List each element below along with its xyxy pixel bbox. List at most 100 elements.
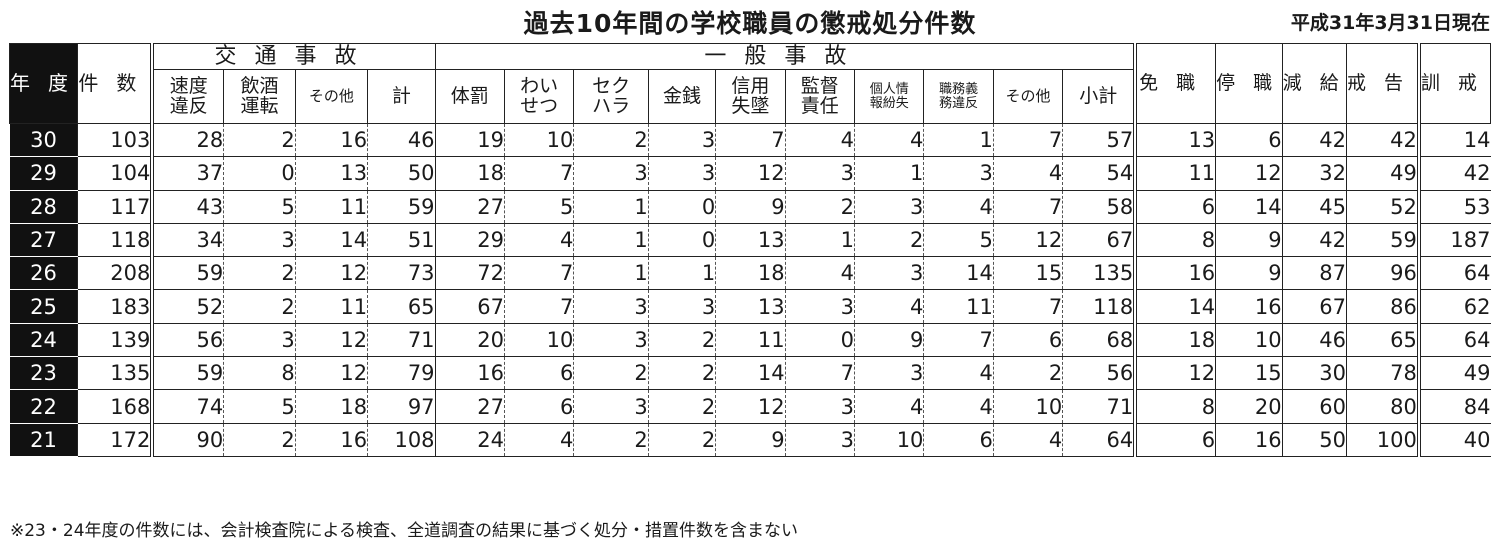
general-cell: 3: [784, 156, 855, 191]
count-cell: 172: [77, 423, 153, 457]
general-cell: 2: [647, 323, 716, 358]
general-cell: 4: [784, 256, 855, 291]
traffic-cell: 43: [150, 190, 224, 224]
col-traffic-other: その他: [294, 69, 369, 124]
punishment-cell: 59: [1345, 223, 1419, 258]
traffic-cell: 52: [150, 289, 224, 324]
table-row: 23 135 59 8 12 79 16 6 2 2 14 7 3 4 2 56 12 15 30 78 49: [9, 356, 1491, 391]
general-cell: 58: [1062, 190, 1136, 224]
general-cell: 18: [434, 156, 505, 191]
traffic-cell: 28: [150, 123, 224, 158]
count-cell: 168: [77, 389, 153, 424]
general-cell: 14: [715, 356, 786, 391]
general-cell: 1: [854, 156, 924, 191]
general-cell: 6: [503, 356, 574, 391]
traffic-cell: 5: [223, 389, 296, 424]
general-cell: 11: [715, 323, 786, 358]
punishment-cell: 67: [1281, 289, 1347, 324]
general-cell: 3: [854, 190, 924, 224]
general-cell: 10: [992, 389, 1063, 424]
punishment-cell: 6: [1133, 190, 1216, 224]
punishment-cell: 15: [1215, 356, 1283, 391]
general-cell: 7: [503, 156, 574, 191]
general-cell: 0: [647, 223, 716, 258]
year-cell: 23: [9, 356, 78, 391]
punishment-cell: 96: [1345, 256, 1419, 291]
traffic-cell: 11: [294, 190, 368, 224]
general-cell: 9: [854, 323, 924, 358]
punishment-cell: 8: [1133, 389, 1216, 424]
general-cell: 68: [1062, 323, 1136, 358]
general-cell: 1: [573, 256, 649, 291]
general-cell: 3: [573, 156, 649, 191]
general-cell: 7: [503, 256, 574, 291]
general-cell: 135: [1062, 256, 1136, 291]
count-cell: 135: [77, 356, 153, 391]
traffic-cell: 56: [150, 323, 224, 358]
general-cell: 11: [923, 289, 994, 324]
punishment-cell: 12: [1215, 156, 1283, 191]
col-sexual-harassment: セク ハラ: [573, 69, 649, 124]
traffic-cell: 108: [367, 423, 436, 457]
table-row: 21 172 90 2 16 108 24 4 2 2 9 3 10 6 4 64 6 16 50 100 40: [9, 422, 1491, 457]
year-cell: 30: [9, 122, 78, 158]
admonition-cell: 62: [1416, 289, 1491, 324]
table-row: 28 117 43 5 11 59 27 5 1 0 9 2 3 4 7 58 6 14 45 52 53: [9, 189, 1491, 224]
col-corporal: 体罰: [434, 69, 505, 124]
admonition-cell: 64: [1416, 323, 1491, 358]
traffic-cell: 59: [150, 256, 224, 291]
general-cell: 1: [573, 223, 649, 258]
general-cell: 27: [434, 389, 505, 424]
general-cell: 4: [854, 389, 924, 424]
punishment-cell: 49: [1345, 156, 1419, 191]
punishment-cell: 6: [1133, 423, 1216, 457]
general-cell: 57: [1062, 123, 1136, 158]
punishment-cell: 52: [1345, 190, 1419, 224]
col-indecency: わい せつ: [503, 69, 575, 124]
admonition-cell: 40: [1416, 423, 1491, 457]
col-dismissal: 免職: [1133, 43, 1217, 124]
general-cell: 9: [715, 190, 786, 224]
general-cell: 20: [434, 323, 505, 358]
general-cell: 15: [992, 256, 1063, 291]
admonition-cell: 49: [1416, 356, 1491, 391]
traffic-cell: 2: [223, 123, 296, 158]
general-cell: 7: [992, 289, 1063, 324]
general-cell: 12: [715, 156, 786, 191]
table-row: 29 104 37 0 13 50 18 7 3 3 12 3 1 3 4 54 11 12 32 49 42: [9, 156, 1491, 191]
col-duty-violation: 職務義 務違反: [923, 69, 994, 124]
traffic-cell: 2: [223, 423, 296, 457]
general-cell: 13: [715, 289, 786, 324]
traffic-cell: 5: [223, 190, 296, 224]
general-cell: 29: [434, 223, 505, 258]
punishment-cell: 32: [1281, 156, 1347, 191]
as-of-date: 平成31年3月31日現在: [1290, 12, 1490, 34]
col-credibility: 信用 失墜: [715, 69, 786, 124]
punishment-cell: 8: [1133, 223, 1216, 258]
table-row: 24 139 56 3 12 71 20 10 3 2 11 0 9 7 6 68 18 10 46 65 64: [9, 322, 1491, 358]
punishment-cell: 65: [1345, 323, 1419, 358]
punishment-cell: 11: [1133, 156, 1216, 191]
punishment-cell: 42: [1281, 123, 1347, 158]
general-cell: 2: [573, 123, 649, 158]
general-cell: 3: [647, 289, 716, 324]
traffic-cell: 14: [294, 223, 368, 258]
admonition-cell: 187: [1416, 223, 1491, 258]
table-row: 26 208 59 2 12 73 72 7 1 1 18 4 3 14 15 135 16 9 87 96 64: [9, 256, 1491, 291]
year-cell: 24: [9, 322, 78, 358]
col-traffic-total: 計: [367, 69, 436, 124]
general-cell: 4: [923, 389, 994, 424]
general-cell: 4: [923, 190, 994, 224]
general-cell: 7: [923, 323, 994, 358]
year-cell: 25: [9, 289, 78, 324]
general-cell: 56: [1062, 356, 1136, 391]
col-general-other: その他: [992, 69, 1064, 124]
punishment-cell: 87: [1281, 256, 1347, 291]
traffic-cell: 73: [367, 256, 436, 291]
general-cell: 3: [647, 156, 716, 191]
general-cell: 9: [715, 423, 786, 457]
punishment-cell: 60: [1281, 389, 1347, 424]
year-cell: 27: [9, 222, 78, 258]
traffic-cell: 11: [294, 289, 368, 324]
